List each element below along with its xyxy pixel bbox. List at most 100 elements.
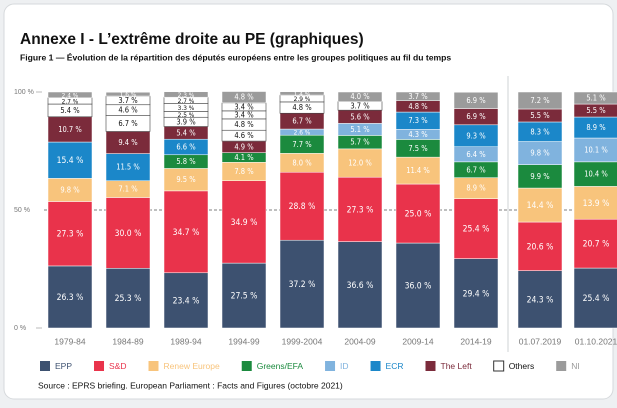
x-tick-label: 01.07.2019 <box>519 336 562 346</box>
bar-segment <box>573 267 617 329</box>
bar-segment <box>395 242 441 329</box>
data-label: 4.9 % <box>234 142 254 151</box>
data-label: 9.9 % <box>530 172 550 181</box>
bar-segment <box>573 161 617 187</box>
data-label: 25.4 % <box>463 225 490 235</box>
legend-label: ID <box>340 361 349 371</box>
data-label: 25.4 % <box>583 294 610 304</box>
data-label: 5.4 % <box>60 106 80 115</box>
bar-segment <box>163 190 209 274</box>
bar-segment <box>517 187 563 223</box>
data-label: 6.9 % <box>466 96 486 105</box>
data-label: 34.9 % <box>231 218 258 228</box>
legend-label: ECR <box>386 361 404 371</box>
data-label: 37.2 % <box>289 280 316 290</box>
x-tick-label: 2014-19 <box>460 336 491 346</box>
legend-label: EPP <box>55 361 72 371</box>
data-label: 20.6 % <box>527 242 554 252</box>
data-label: 4.3 % <box>408 130 428 139</box>
data-label: 28.8 % <box>289 202 316 212</box>
data-label: 4.8 % <box>408 102 428 111</box>
data-label: 12.0 % <box>348 159 372 168</box>
bar-segment <box>47 265 93 329</box>
data-label: 20.7 % <box>583 240 610 250</box>
bar-segment <box>395 183 441 244</box>
data-label: 10.7 % <box>58 125 82 134</box>
data-label: 27.5 % <box>231 292 258 302</box>
bar-segment <box>279 239 325 329</box>
x-tick-label: 01.10.2021 <box>575 336 617 346</box>
bar-segment <box>47 91 93 98</box>
bar-segment <box>573 218 617 269</box>
data-label: 3.7 % <box>408 92 428 101</box>
data-label: 24.3 % <box>527 295 554 305</box>
data-label: 3.4 % <box>234 110 254 119</box>
data-label: 15.4 % <box>57 156 84 166</box>
data-label: 9.8 % <box>60 185 80 194</box>
data-label: 5.4 % <box>176 128 196 137</box>
x-tick-label: 1984-89 <box>112 336 143 346</box>
bar-segment <box>105 91 151 97</box>
data-label: 2.9 % <box>294 95 311 103</box>
data-label: 4.6 % <box>118 106 138 115</box>
data-label: 36.6 % <box>347 281 374 291</box>
data-label: 5.5 % <box>586 106 606 115</box>
legend-label: Renew Europe <box>164 361 221 371</box>
data-label: 7.3 % <box>408 116 428 125</box>
y-tick-label: 50 % <box>14 207 30 214</box>
data-label: 10.1 % <box>584 145 608 154</box>
bar-segment <box>47 201 93 267</box>
data-label: 4.8 % <box>292 103 312 112</box>
bar-segment <box>573 186 617 220</box>
y-tick-label: 0 % <box>14 325 26 332</box>
data-label: 9.8 % <box>530 149 550 158</box>
legend-label: Greens/EFA <box>257 361 304 371</box>
data-label: 4.8 % <box>234 120 254 129</box>
data-label: 4.8 % <box>234 93 254 102</box>
data-label: 13.9 % <box>583 199 610 209</box>
data-label: 9.4 % <box>118 138 138 147</box>
legend-swatch <box>148 361 159 371</box>
data-label: 9.3 % <box>466 131 486 140</box>
data-label: 3.7 % <box>350 101 370 110</box>
data-label: 6.6 % <box>176 142 196 151</box>
y-tick-label: 100 % <box>14 89 34 96</box>
data-label: 6.7 % <box>466 165 486 174</box>
data-label: 5.7 % <box>350 138 370 147</box>
data-label: 27.3 % <box>347 205 374 215</box>
x-tick-label: 2004-09 <box>344 336 375 346</box>
legend-label: The Left <box>441 361 473 371</box>
data-label: 11.5 % <box>116 163 140 172</box>
data-label: 7.5 % <box>408 144 428 153</box>
bar-segment <box>163 91 209 98</box>
data-label: 26.3 % <box>57 293 84 303</box>
data-label: 5.1 % <box>350 125 370 134</box>
bar-segment <box>517 91 563 110</box>
legend-label: S&D <box>109 361 126 371</box>
data-label: 5.1 % <box>586 94 606 103</box>
data-label: 3.9 % <box>176 117 196 126</box>
legend-swatch <box>370 361 381 371</box>
data-label: 1.6 % <box>120 91 137 99</box>
bar-segment <box>105 197 151 269</box>
data-label: 29.4 % <box>463 289 490 299</box>
data-label: 8.3 % <box>530 127 550 136</box>
legend-swatch <box>241 361 252 371</box>
bar-segment <box>221 262 267 329</box>
data-label: 8.9 % <box>466 184 486 193</box>
bar-segment <box>453 198 499 259</box>
chart-title: Annexe I - L’extrême droite au PE (graph… <box>20 31 364 48</box>
bar-segment <box>517 221 563 271</box>
data-label: 9.5 % <box>176 175 196 184</box>
data-label: 7.7 % <box>292 140 312 149</box>
bar-segment <box>453 91 499 109</box>
legend-swatch <box>325 361 336 371</box>
bar-segment <box>279 91 325 96</box>
legend-swatch <box>94 361 105 371</box>
bar-segment <box>573 91 617 105</box>
data-label: 2.7 % <box>178 97 195 105</box>
data-label: 7.2 % <box>530 96 550 105</box>
bar-segment <box>337 91 383 102</box>
data-label: 6.7 % <box>292 117 312 126</box>
